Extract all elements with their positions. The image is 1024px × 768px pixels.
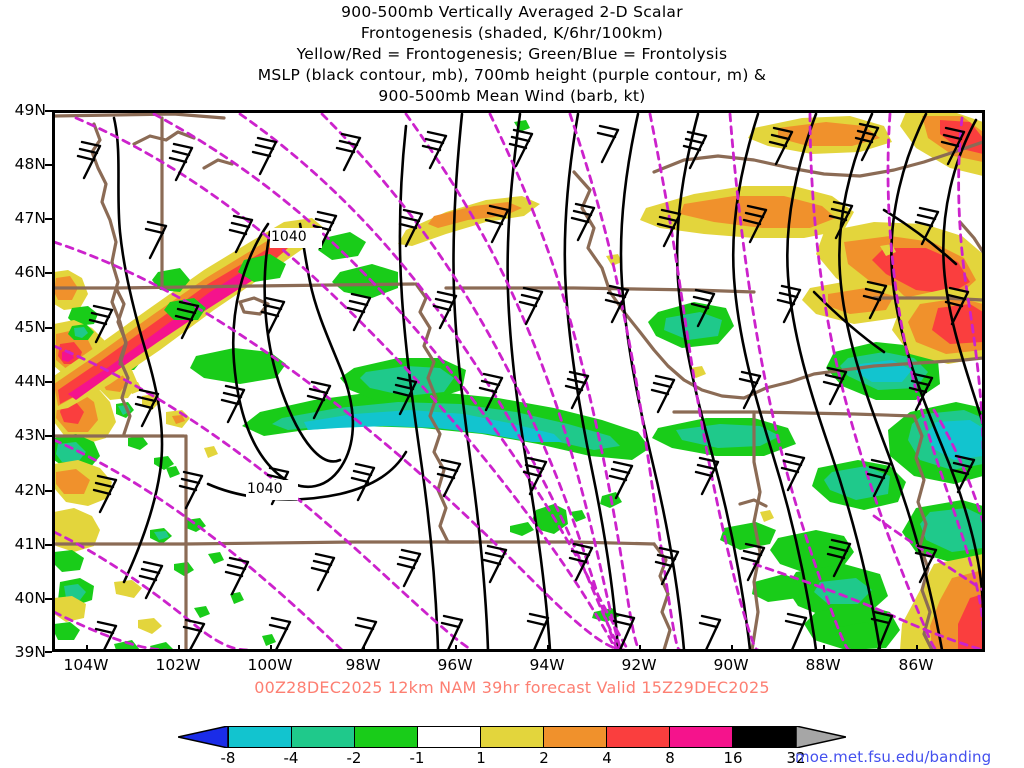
y-tick (45, 272, 52, 274)
title-line-3: Yellow/Red = Frontogenesis; Green/Blue =… (296, 45, 728, 63)
axis-y-label-48N: 48N (14, 155, 46, 173)
colorbar-cell-8 (733, 727, 795, 747)
colorbar-cell-6 (607, 727, 670, 747)
axis-y-label-43N: 43N (14, 426, 46, 444)
axis-y-label-46N: 46N (14, 263, 46, 281)
axis-y-label-49N: 49N (14, 101, 46, 119)
x-tick (823, 645, 825, 652)
x-tick (178, 645, 180, 652)
map-plot-area: 1040 1040 (52, 110, 985, 652)
axis-x-label-88W: 88W (805, 656, 841, 674)
axis-y-label-41N: 41N (14, 535, 46, 553)
axis-y-label-39N: 39N (14, 643, 46, 661)
axis-x-label-96W: 96W (437, 656, 473, 674)
frontogenesis-shading (54, 112, 983, 650)
x-tick (86, 645, 88, 652)
axis-y-label-40N: 40N (14, 589, 46, 607)
colorbar-tick-2: 2 (539, 749, 549, 767)
colorbar-bands (228, 726, 796, 748)
colorbar-cell-0 (229, 727, 292, 747)
colorbar-cell-5 (544, 727, 607, 747)
y-tick (45, 651, 52, 653)
title-line-5: 900-500mb Mean Wind (barb, kt) (378, 87, 646, 105)
colorbar-tick--4: -4 (283, 749, 299, 767)
x-tick (455, 645, 457, 652)
axis-y-label-44N: 44N (14, 372, 46, 390)
axis-y-label-47N: 47N (14, 209, 46, 227)
y-tick (45, 218, 52, 220)
y-tick (45, 327, 52, 329)
title-line-2: Frontogenesis (shaded, K/6hr/100km) (360, 24, 664, 42)
x-tick (731, 645, 733, 652)
colorbar-tick--2: -2 (346, 749, 362, 767)
y-tick (45, 544, 52, 546)
title-line-1: 900-500mb Vertically Averaged 2-D Scalar (341, 3, 683, 21)
axis-x-label-100W: 100W (247, 656, 293, 674)
axis-x-label-90W: 90W (713, 656, 749, 674)
site-watermark: moe.met.fsu.edu/banding (795, 748, 992, 766)
y-tick (45, 110, 52, 112)
colorbar-tick-32: 32 (786, 749, 806, 767)
colorbar-tick-4: 4 (602, 749, 612, 767)
axis-x-label-104W: 104W (63, 656, 109, 674)
colorbar-tick--8: -8 (220, 749, 236, 767)
wind-barbs (76, 122, 976, 650)
x-tick (547, 645, 549, 652)
axis-x-label-102W: 102W (155, 656, 201, 674)
axis-y-label-42N: 42N (14, 481, 46, 499)
axis-x-label-86W: 86W (898, 656, 934, 674)
colorbar-cell-2 (355, 727, 418, 747)
mslp-label-1040-north: 1040 (271, 229, 307, 245)
colorbar-tick--1: -1 (409, 749, 425, 767)
x-tick (270, 645, 272, 652)
colorbar-tick-1: 1 (476, 749, 486, 767)
colorbar-cell-4 (481, 727, 544, 747)
axis-x-label-92W: 92W (621, 656, 657, 674)
title-line-4: MSLP (black contour, mb), 700mb height (… (257, 66, 767, 84)
x-tick (363, 645, 365, 652)
y-tick (45, 164, 52, 166)
y-tick (45, 381, 52, 383)
colorbar-over-arrow (796, 726, 846, 748)
colorbar-tick-8: 8 (665, 749, 675, 767)
y-tick (45, 490, 52, 492)
axis-y-label-45N: 45N (14, 318, 46, 336)
axis-x-label-94W: 94W (529, 656, 565, 674)
y-tick (45, 598, 52, 600)
forecast-caption: 00Z28DEC2025 12km NAM 39hr forecast Vali… (254, 678, 770, 697)
colorbar-cell-3 (418, 727, 481, 747)
colorbar-cell-7 (670, 727, 733, 747)
colorbar-cell-1 (292, 727, 355, 747)
colorbar-under-arrow (178, 726, 228, 748)
x-tick (916, 645, 918, 652)
axis-x-label-98W: 98W (345, 656, 381, 674)
chart-title-block: 900-500mb Vertically Averaged 2-D Scalar… (0, 2, 1024, 107)
mslp-label-1040-south: 1040 (247, 481, 283, 497)
colorbar: -8 -4 -2 -1 1 2 4 8 16 32 (178, 726, 846, 768)
colorbar-tick-16: 16 (723, 749, 743, 767)
y-tick (45, 435, 52, 437)
x-tick (639, 645, 641, 652)
